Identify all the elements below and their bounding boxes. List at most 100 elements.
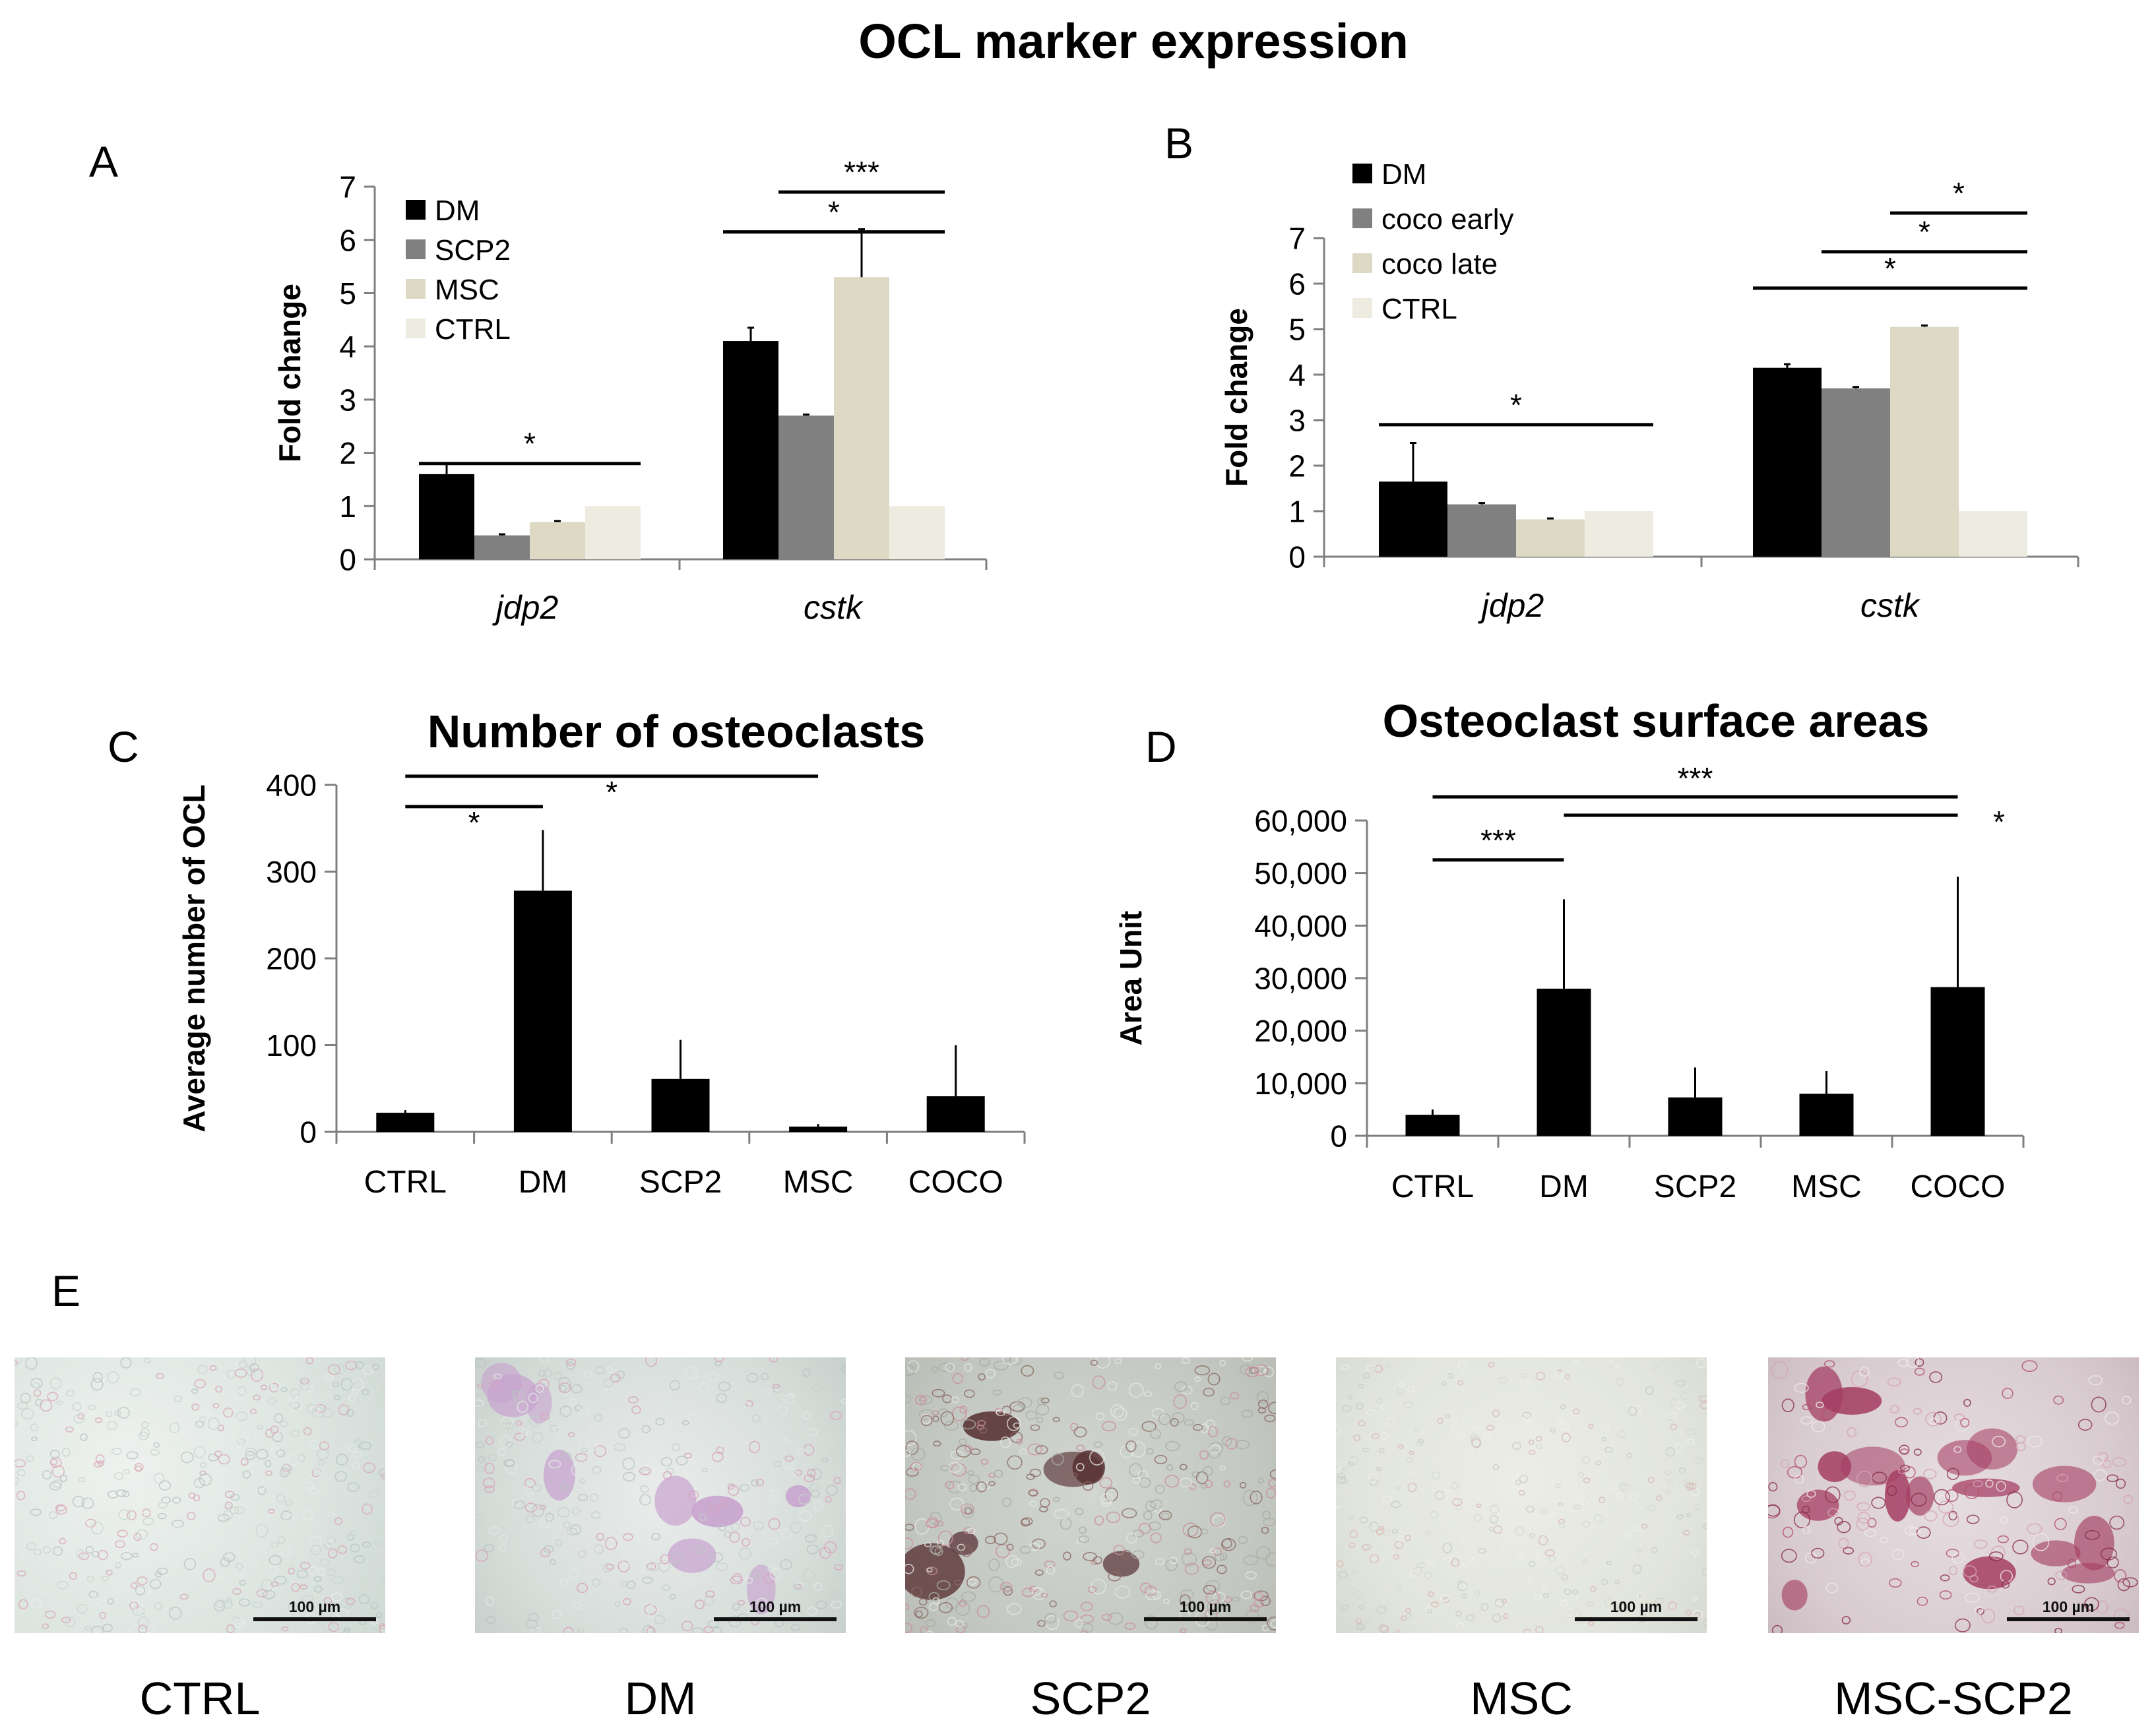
cell: [115, 1489, 127, 1497]
cell: [1342, 1467, 1348, 1472]
cell: [133, 1533, 142, 1541]
bar: [834, 277, 889, 559]
cell: [1199, 1450, 1209, 1460]
cell: [1444, 1413, 1451, 1419]
cell: [133, 1586, 143, 1594]
cell: [321, 1408, 334, 1418]
cell: [2000, 1570, 2013, 1583]
cell: [1556, 1417, 1564, 1425]
cell: [1383, 1529, 1391, 1537]
cell: [1470, 1422, 1477, 1429]
cell: [1102, 1421, 1116, 1432]
cell: [1964, 1483, 1980, 1499]
cell: [525, 1515, 534, 1524]
cell: [181, 1428, 193, 1438]
cell: [810, 1489, 820, 1498]
cell: [342, 1629, 351, 1633]
y-tick-label: 4: [339, 330, 356, 364]
x-tick-label: MSC: [1791, 1169, 1862, 1204]
cell: [1535, 1594, 1542, 1601]
cell: [1667, 1601, 1677, 1611]
cell: [646, 1563, 656, 1570]
cell: [197, 1365, 208, 1374]
cell: [1115, 1586, 1131, 1599]
bar: [1585, 511, 1653, 557]
cell: [1548, 1555, 1556, 1561]
cell: [769, 1495, 778, 1501]
cell: [654, 1615, 665, 1625]
cell: [915, 1610, 923, 1618]
cell: [117, 1406, 130, 1419]
cell: [643, 1625, 654, 1633]
cell: [978, 1373, 986, 1381]
cell: [1345, 1587, 1356, 1596]
cell: [932, 1388, 945, 1398]
cell: [92, 1549, 100, 1555]
cell: [308, 1566, 317, 1575]
cell: [2112, 1457, 2127, 1467]
cell: [988, 1472, 996, 1478]
cell: [144, 1474, 155, 1482]
cell: [1800, 1416, 1814, 1425]
cell: [1260, 1596, 1271, 1607]
cell: [33, 1549, 42, 1556]
cell: [215, 1385, 222, 1393]
cell: [563, 1627, 574, 1633]
micrograph-msc-scp2-cells: [1768, 1357, 2138, 1633]
cell: [621, 1580, 628, 1587]
cell: [98, 1549, 108, 1561]
cell: [680, 1432, 689, 1441]
cell: [49, 1450, 60, 1459]
cell: [535, 1384, 544, 1393]
cell: [1440, 1594, 1449, 1602]
cell: [811, 1384, 823, 1393]
cell: [193, 1446, 206, 1458]
cell: [1338, 1570, 1348, 1579]
cell: [968, 1474, 980, 1484]
cell: [379, 1625, 385, 1633]
cell: [729, 1531, 740, 1543]
cell: [123, 1469, 131, 1474]
cell: [1036, 1417, 1044, 1423]
cell: [907, 1360, 920, 1373]
cell: [1497, 1377, 1508, 1384]
cell: [20, 1392, 31, 1404]
cell: [586, 1440, 598, 1452]
cell: [1076, 1538, 1084, 1545]
bar: [789, 1127, 848, 1132]
cell: [692, 1627, 705, 1633]
cell: [1583, 1477, 1591, 1483]
cell: [256, 1589, 268, 1597]
cell: [1411, 1470, 1417, 1475]
panel-letter-c: C: [108, 722, 139, 771]
x-tick-label: DM: [519, 1165, 568, 1200]
cell: [280, 1464, 293, 1475]
cell: [644, 1603, 657, 1615]
cell: [1529, 1533, 1536, 1539]
x-tick-label: CTRL: [364, 1165, 447, 1200]
cell: [1570, 1595, 1579, 1601]
cell: [1856, 1470, 1873, 1487]
cell: [362, 1388, 369, 1396]
cell: [1359, 1516, 1368, 1524]
cell: [1905, 1357, 1920, 1368]
cell: [548, 1460, 561, 1469]
cell: [940, 1411, 955, 1426]
cell: [1150, 1532, 1162, 1543]
cell: [524, 1478, 536, 1488]
cell: [772, 1384, 783, 1393]
cell: [1007, 1416, 1021, 1431]
cell: [1257, 1407, 1267, 1414]
cell: [226, 1597, 233, 1605]
cell: [2123, 1495, 2133, 1504]
cell: [77, 1509, 88, 1518]
cell: [1529, 1561, 1536, 1568]
cell: [577, 1550, 587, 1558]
cell: [524, 1503, 537, 1513]
cell: [1091, 1578, 1106, 1595]
cell: [1945, 1489, 1959, 1503]
cell: [545, 1512, 554, 1522]
cell: [988, 1481, 996, 1487]
cell: [914, 1607, 929, 1619]
cell: [1021, 1518, 1030, 1527]
